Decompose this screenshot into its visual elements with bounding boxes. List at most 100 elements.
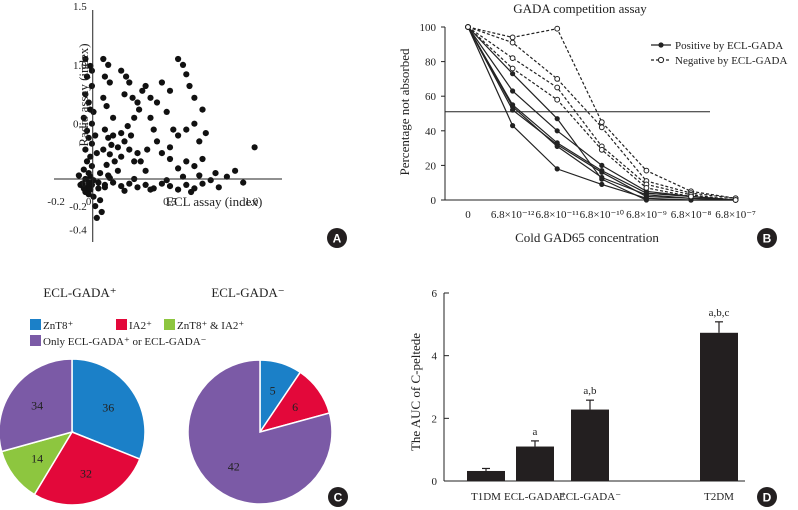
scatter-point <box>118 130 125 137</box>
scatter-point <box>118 183 125 190</box>
y-tick-label: 0.5 <box>73 119 87 131</box>
scatter-point <box>142 181 149 188</box>
y-axis-label: Percentage not absorbed <box>397 48 412 176</box>
scatter-point <box>95 179 102 186</box>
scatter-point <box>118 67 125 74</box>
scatter-point <box>158 150 165 157</box>
legend-swatch-both <box>164 319 175 330</box>
badge-a-label: A <box>333 232 342 246</box>
scatter-point <box>212 170 219 177</box>
scatter-point <box>170 126 177 133</box>
scatter-point <box>215 184 222 191</box>
scatter-point <box>131 114 138 121</box>
scatter-point <box>147 114 154 121</box>
scatter-point <box>142 167 149 174</box>
legend-only-label: Only ECL-GADA⁺ or ECL-GADA⁻ <box>43 336 207 348</box>
scatter-point <box>87 153 94 160</box>
scatter-point <box>183 158 190 165</box>
panel-b-line: GADA competition assay 0 20 40 60 80 100 0 6.8… <box>397 1 787 245</box>
scatter-point <box>121 138 128 145</box>
scatter-point <box>106 79 113 86</box>
scatter-point <box>144 146 151 153</box>
scatter-point <box>158 79 165 86</box>
x-tick-label: 6.8×10⁻¹⁰ <box>580 209 625 221</box>
panel-a-scatter: 1.51.00.50-0.2-0.4 -0.2 0 0.5 1.0 ECL assay… <box>47 1 282 242</box>
series-point <box>599 168 605 174</box>
scatter-point <box>118 153 125 160</box>
series-point <box>509 71 516 77</box>
x-tick-label: T2DM <box>704 491 734 503</box>
y-tick-label: 80 <box>425 57 437 69</box>
scatter-point <box>240 179 247 186</box>
scatter-point <box>90 108 97 115</box>
scatter-point <box>166 155 174 163</box>
x-tick-label: 6.8×10⁻⁷ <box>715 209 756 221</box>
series-point <box>509 39 516 46</box>
series-point <box>509 88 516 94</box>
x-tick-label: 6.8×10⁻⁸ <box>671 209 712 221</box>
legend: ZnT8⁺ IA2⁺ ZnT8⁺ & IA2⁺ Only ECL-GADA⁺ o… <box>30 319 244 348</box>
badge-a: A <box>327 228 347 248</box>
legend-negative-label: Negative by ECL-GADA <box>675 55 787 67</box>
scatter-point <box>153 99 161 106</box>
series-point <box>554 96 561 103</box>
series-point <box>509 123 516 129</box>
y-tick-label: 0 <box>431 195 437 207</box>
legend-znt8-label: ZnT8⁺ <box>43 320 73 332</box>
scatter-point <box>82 55 89 63</box>
scatter-point <box>175 55 182 63</box>
scatter-point <box>105 134 112 141</box>
badge-c-label: C <box>334 491 343 505</box>
scatter-point <box>179 61 187 68</box>
pie-slice-label: 34 <box>31 399 43 413</box>
scatter-points <box>75 55 258 221</box>
bar <box>516 446 554 481</box>
pie-slice <box>187 359 333 505</box>
scatter-point <box>142 82 149 90</box>
series-point <box>554 128 560 134</box>
y-tick-label: 1.0 <box>73 60 87 72</box>
scatter-point <box>199 180 206 187</box>
scatter-point <box>101 73 108 80</box>
scatter-point <box>88 120 95 127</box>
badge-a-circle <box>327 228 347 248</box>
series-point <box>465 24 471 30</box>
legend-swatch-ia2 <box>116 319 127 330</box>
scatter-point <box>88 181 95 188</box>
scatter-point <box>97 197 104 204</box>
scatter-point <box>83 73 91 80</box>
series-point <box>554 143 560 149</box>
scatter-point <box>106 174 113 181</box>
bars: T1DM a ECL-GADA⁺ a,b ECL-GADA⁻ a,b,c T2DM <box>467 307 738 503</box>
scatter-point <box>103 161 110 168</box>
scatter-point <box>93 214 100 221</box>
series-point <box>554 84 561 91</box>
y-tick-labels: 0 20 40 60 80 100 <box>420 22 445 207</box>
pie-slice-label: 36 <box>102 400 114 414</box>
series-point <box>732 197 739 203</box>
y-tick-label: 6 <box>432 288 438 300</box>
y-tick-label: 2 <box>432 413 438 425</box>
x-axis-label: Cold GAD65 concentration <box>515 230 659 245</box>
scatter-point <box>183 126 190 133</box>
scatter-point <box>87 186 94 193</box>
series-point <box>643 192 650 198</box>
series-point <box>599 174 605 181</box>
scatter-point <box>100 94 107 101</box>
series-point <box>554 166 560 172</box>
scatter-point <box>88 82 95 90</box>
scatter-point <box>95 185 102 192</box>
scatter-point <box>136 106 143 113</box>
scatter-point <box>88 163 95 170</box>
badge-b: B <box>757 228 777 248</box>
x-tick-label: 6.8×10⁻¹¹ <box>536 209 579 221</box>
bar <box>700 332 738 481</box>
series-point <box>554 76 561 82</box>
series-point <box>688 193 694 200</box>
scatter-point <box>175 165 182 172</box>
x-tick-label: 0 <box>465 209 471 221</box>
badge-d-label: D <box>763 491 772 505</box>
series-point <box>509 104 516 110</box>
scatter-point <box>83 158 91 165</box>
